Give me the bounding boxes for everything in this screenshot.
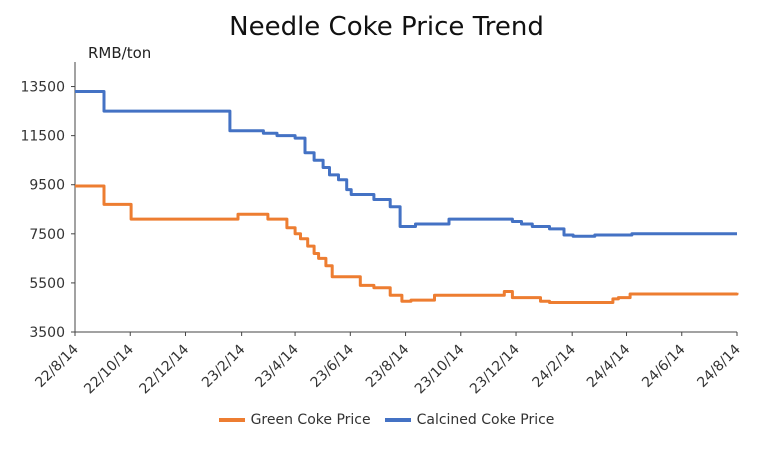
x-tick-label: 23/8/14 (363, 341, 413, 391)
axes (74, 62, 737, 333)
x-tick-label: 23/2/14 (199, 341, 249, 391)
x-tick-label: 24/4/14 (584, 341, 634, 391)
series-line-calcined-coke (75, 90, 737, 238)
chart-title: Needle Coke Price Trend (229, 12, 544, 42)
y-tick-label: 11500 (20, 129, 65, 145)
y-tick-label: 5500 (29, 276, 65, 292)
legend-item-calcined-coke: Calcined Coke Price (384, 412, 555, 428)
legend-label-green-coke: Green Coke Price (250, 412, 371, 428)
x-tick-label: 22/10/14 (81, 341, 137, 397)
y-tick-label: 13500 (20, 80, 65, 96)
legend-label-calcined-coke: Calcined Coke Price (416, 412, 555, 428)
legend-swatch-calcined-coke (384, 418, 411, 422)
legend-item-green-coke: Green Coke Price (218, 412, 371, 428)
x-tick-label: 24/2/14 (530, 341, 580, 391)
y-tick-label: 3500 (29, 325, 65, 341)
x-tick-label: 24/8/14 (694, 341, 744, 391)
y-tick-label: 9500 (29, 178, 65, 194)
y-tick-label: 7500 (29, 227, 65, 243)
y-axis-unit-label: RMB/ton (88, 44, 152, 62)
x-tick-label: 24/6/14 (639, 341, 689, 391)
x-tick-label: 23/4/14 (252, 341, 302, 391)
legend: Green Coke Price Calcined Coke Price (0, 412, 773, 428)
series-line-green-coke (75, 184, 739, 304)
x-tick-label: 23/12/14 (467, 341, 523, 397)
x-tick-labels: 22/8/14 22/10/14 22/12/14 23/2/14 23/4/14 23/… (32, 332, 744, 397)
x-tick-label: 22/12/14 (137, 341, 193, 397)
x-tick-label: 23/6/14 (308, 341, 358, 391)
y-tick-labels: 3500 5500 7500 9500 11500 13500 (20, 80, 75, 341)
x-tick-label: 23/10/14 (412, 341, 468, 397)
series-lines (75, 90, 739, 304)
x-tick-label: 22/8/14 (32, 341, 82, 391)
legend-swatch-green-coke (218, 418, 245, 422)
